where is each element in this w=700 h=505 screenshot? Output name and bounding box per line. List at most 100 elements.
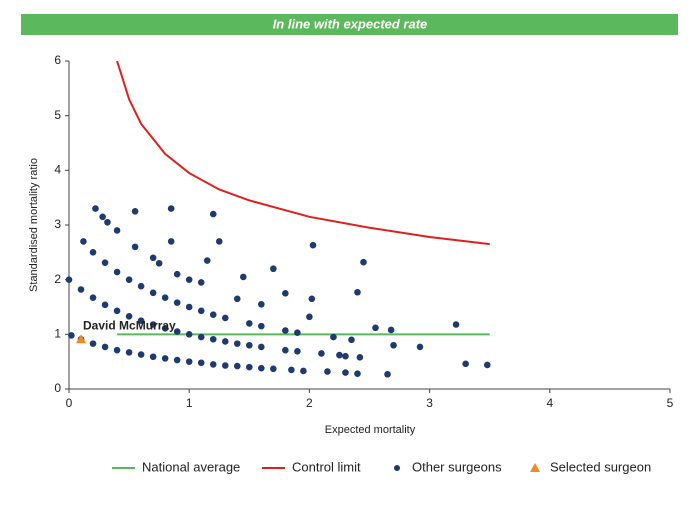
point <box>92 205 99 212</box>
point <box>137 317 145 324</box>
point <box>258 343 265 351</box>
point <box>89 294 97 302</box>
point <box>294 347 301 355</box>
point <box>282 346 289 354</box>
point <box>113 268 121 276</box>
point <box>197 279 205 286</box>
point <box>387 326 395 334</box>
point <box>101 259 109 267</box>
point <box>131 208 139 215</box>
point <box>173 270 181 278</box>
point <box>239 273 247 281</box>
point <box>185 276 193 283</box>
point <box>197 359 205 367</box>
point <box>258 300 265 308</box>
point <box>155 259 163 267</box>
point <box>89 340 97 347</box>
point <box>185 303 193 311</box>
point <box>246 320 253 327</box>
point <box>113 227 121 234</box>
point <box>221 338 229 345</box>
title-banner <box>21 14 678 35</box>
point <box>233 362 241 370</box>
y-tick-label: 0 <box>54 381 61 395</box>
point <box>233 340 241 347</box>
point <box>101 343 109 351</box>
point <box>149 289 157 297</box>
point <box>104 218 111 226</box>
point <box>300 367 307 375</box>
legend-label: Control limit <box>292 459 361 474</box>
y-tick-label: 6 <box>54 53 61 67</box>
y-tick-label: 2 <box>54 272 61 286</box>
annotation: David McMurray <box>83 318 176 332</box>
point <box>209 335 217 343</box>
point <box>125 312 133 320</box>
point <box>384 370 391 378</box>
y-axis-label: Standardised mortality ratio <box>28 158 40 292</box>
x-tick-label: 0 <box>66 396 73 410</box>
point <box>372 324 379 332</box>
point <box>161 294 169 302</box>
legend-swatch <box>530 463 540 472</box>
point <box>354 288 361 296</box>
point <box>354 370 361 377</box>
point <box>203 257 211 264</box>
y-tick-label: 4 <box>54 163 61 177</box>
y-tick-label: 5 <box>54 108 61 122</box>
x-tick-label: 3 <box>426 396 433 410</box>
point <box>209 210 217 218</box>
point <box>167 205 175 212</box>
point <box>282 290 289 297</box>
point <box>167 238 175 245</box>
point <box>309 241 317 249</box>
point <box>185 331 193 338</box>
x-tick-label: 5 <box>667 396 674 410</box>
point <box>209 311 217 318</box>
point <box>342 352 349 360</box>
point <box>483 361 491 369</box>
point <box>185 358 193 365</box>
point <box>149 254 157 262</box>
point <box>282 327 289 334</box>
legend-swatch <box>394 465 400 471</box>
point <box>348 336 355 344</box>
point <box>68 332 75 339</box>
point <box>324 368 331 375</box>
point <box>125 349 133 356</box>
legend-label: Other surgeons <box>412 459 502 474</box>
point <box>306 313 313 321</box>
x-tick-label: 4 <box>546 396 553 410</box>
point <box>318 350 325 357</box>
point <box>308 295 316 303</box>
point <box>416 343 424 351</box>
point <box>215 238 223 245</box>
x-tick-label: 1 <box>186 396 193 410</box>
point <box>137 351 145 358</box>
chart-title: In line with expected rate <box>273 16 428 31</box>
point <box>101 301 109 309</box>
point <box>462 360 469 368</box>
point <box>342 369 349 376</box>
point <box>65 276 73 283</box>
point <box>452 321 460 328</box>
point <box>125 276 133 283</box>
point <box>173 356 181 364</box>
point <box>288 366 295 374</box>
point <box>131 243 139 251</box>
point <box>221 362 229 369</box>
point <box>390 341 397 349</box>
point <box>356 353 364 361</box>
point <box>149 321 157 328</box>
point <box>233 295 241 303</box>
point <box>80 238 87 245</box>
point <box>221 314 229 322</box>
point <box>173 299 181 306</box>
point <box>89 249 97 256</box>
point <box>161 355 169 362</box>
point <box>246 341 253 349</box>
point <box>270 365 277 373</box>
selected-point <box>76 334 87 344</box>
point <box>113 346 121 354</box>
